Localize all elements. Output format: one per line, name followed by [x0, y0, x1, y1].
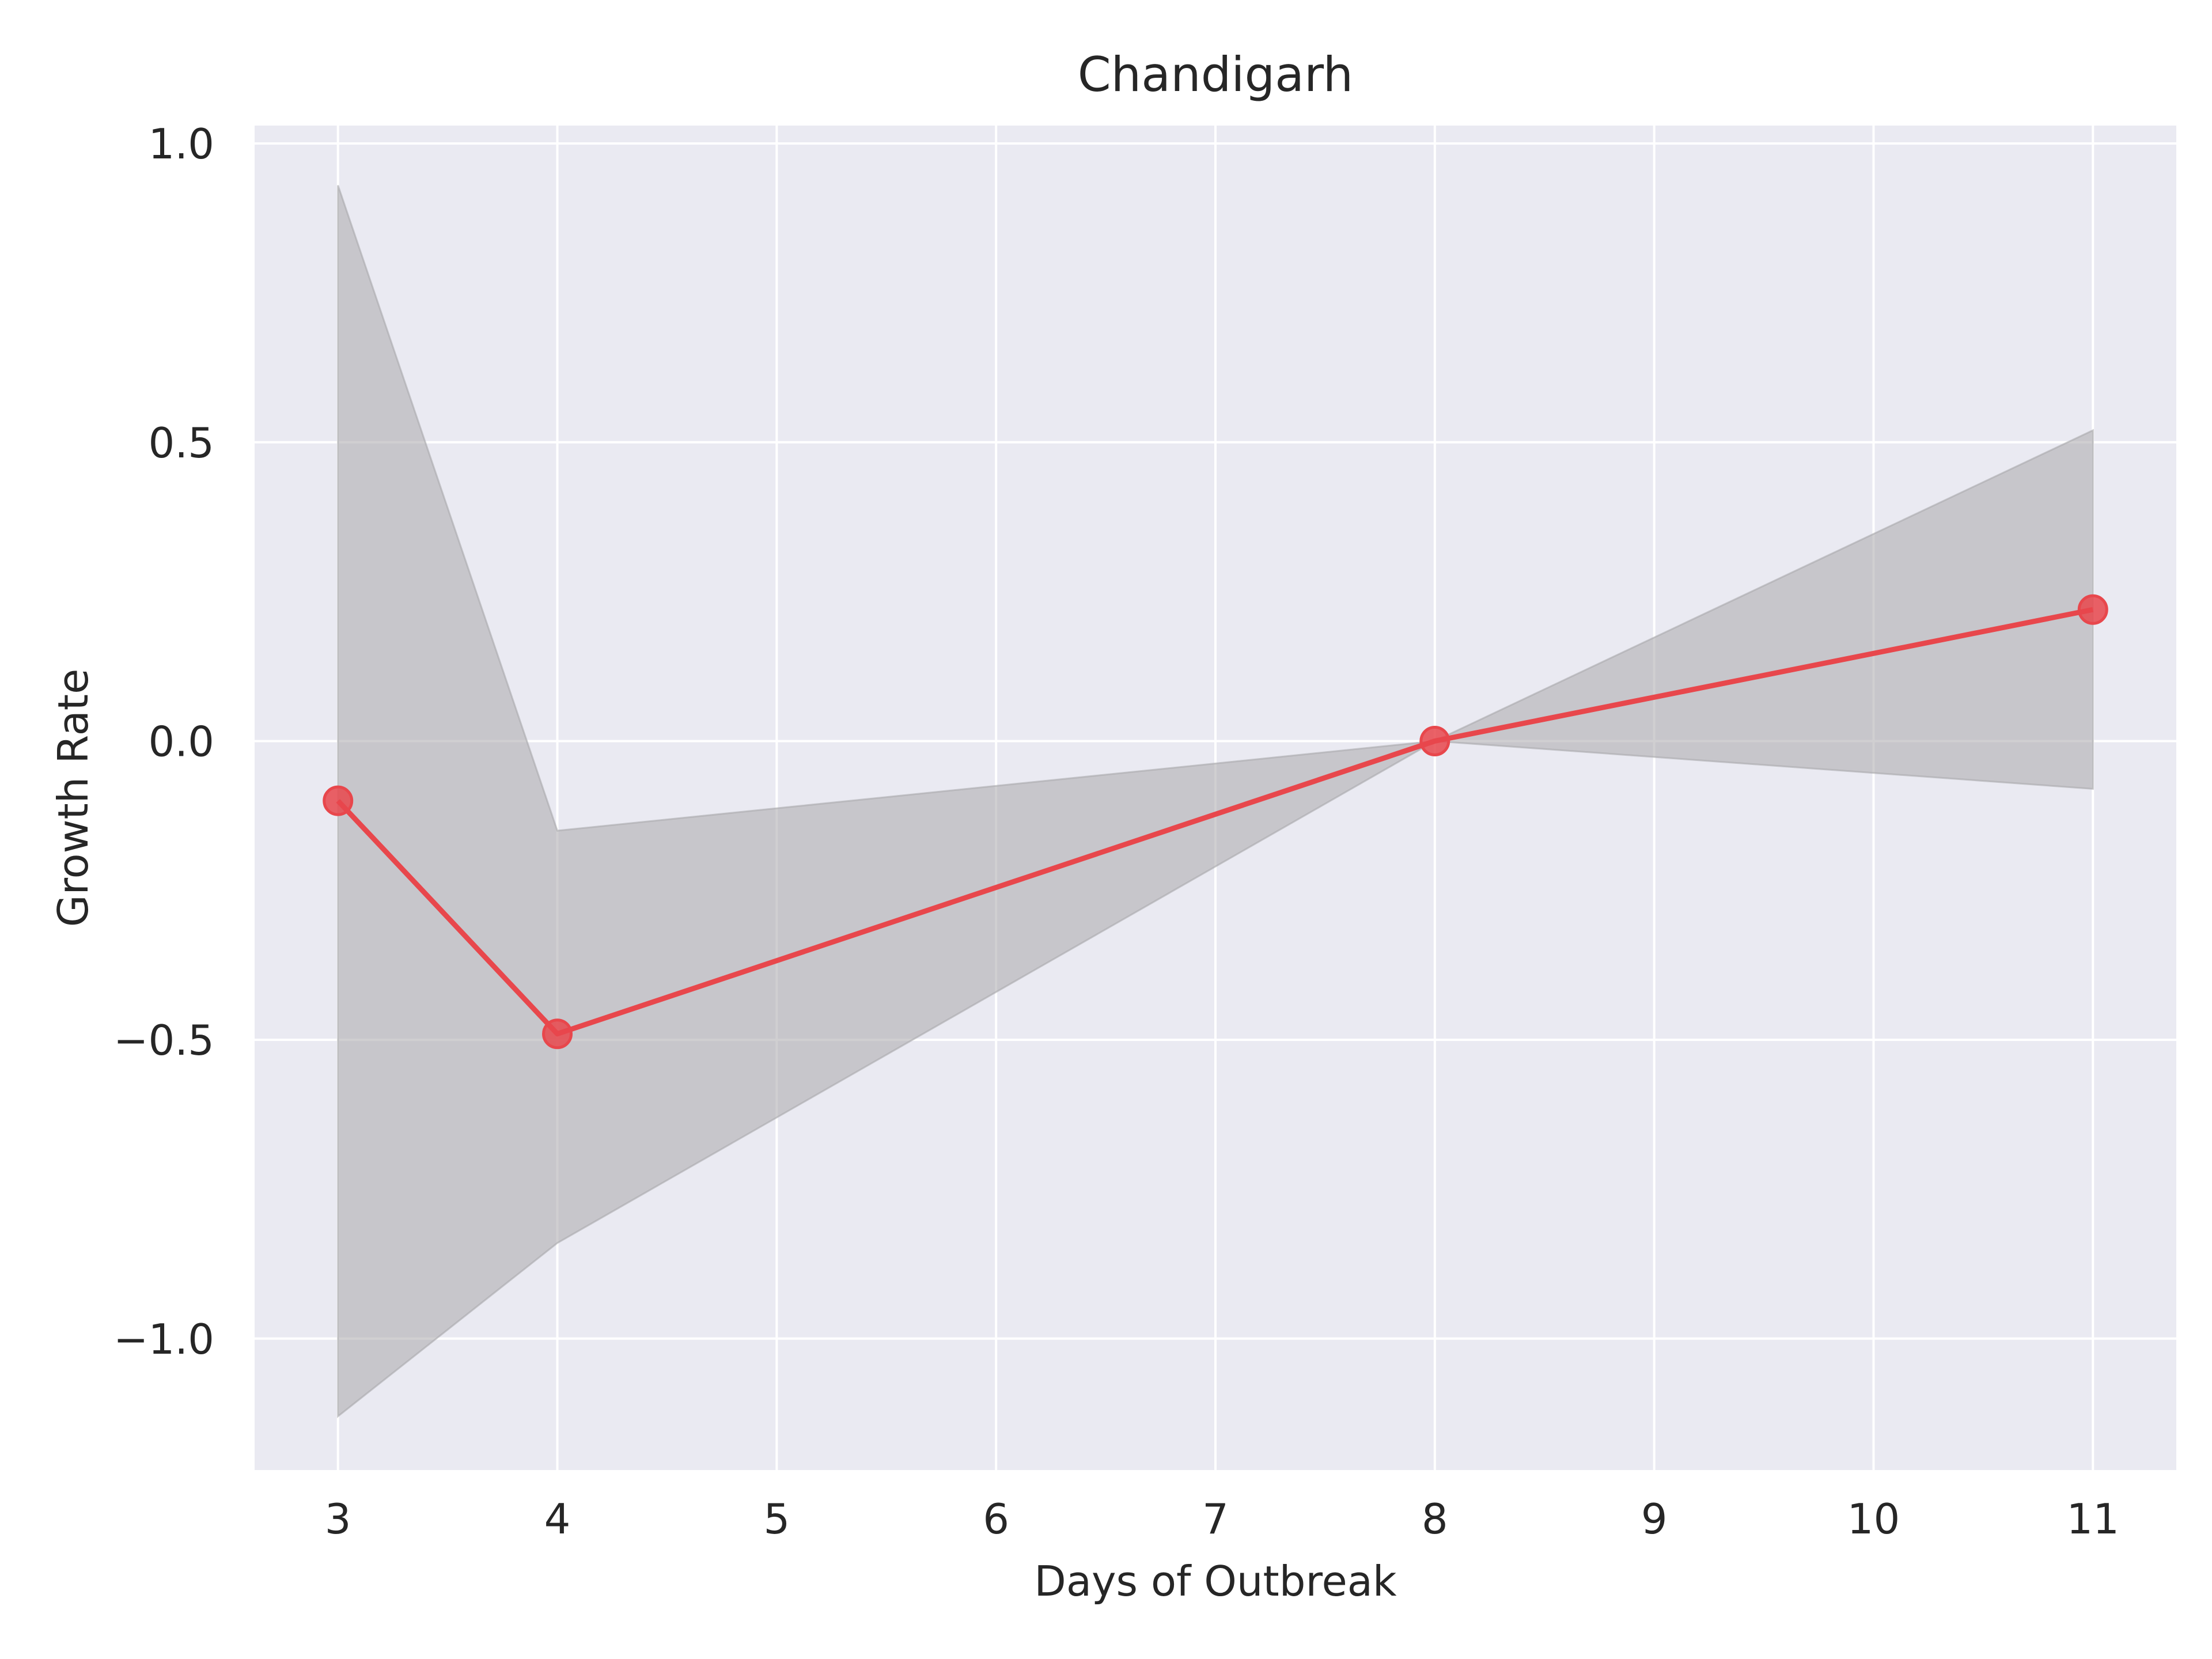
x-tick-label: 6	[983, 1495, 1009, 1543]
x-tick-label: 4	[544, 1495, 571, 1543]
x-tick-label: 9	[1641, 1495, 1668, 1543]
x-tick-label: 10	[1847, 1495, 1900, 1543]
x-tick-label: 5	[763, 1495, 790, 1543]
x-axis-label: Days of Outbreak	[1034, 1557, 1397, 1605]
data-point	[1419, 725, 1450, 756]
y-tick-label: 0.5	[148, 419, 214, 467]
series-line	[336, 607, 2094, 1037]
y-tick-label: −1.0	[113, 1315, 214, 1363]
y-tick-label: −0.5	[113, 1016, 214, 1065]
data-point	[542, 1018, 573, 1050]
chart-title: Chandigarh	[1078, 47, 1354, 103]
confidence-band	[337, 185, 2094, 1418]
y-tick-label: 0.0	[148, 717, 214, 766]
x-tick-label: 8	[1422, 1495, 1448, 1543]
confidence-band-area	[337, 185, 2094, 1418]
x-tick-label: 7	[1202, 1495, 1229, 1543]
x-tick-label: 11	[2066, 1495, 2119, 1543]
series-layer	[323, 594, 2108, 1050]
x-tick-label: 3	[325, 1495, 351, 1543]
data-point	[323, 785, 354, 816]
y-tick-label: 1.0	[148, 120, 214, 168]
x-tick-labels: 3 4 5 6 7 8 9 10 11	[325, 1495, 2119, 1543]
y-axis-label: Growth Rate	[49, 669, 97, 927]
data-point	[2077, 594, 2108, 625]
y-tick-labels: 1.0 0.5 0.0 −0.5 −1.0	[113, 120, 214, 1363]
